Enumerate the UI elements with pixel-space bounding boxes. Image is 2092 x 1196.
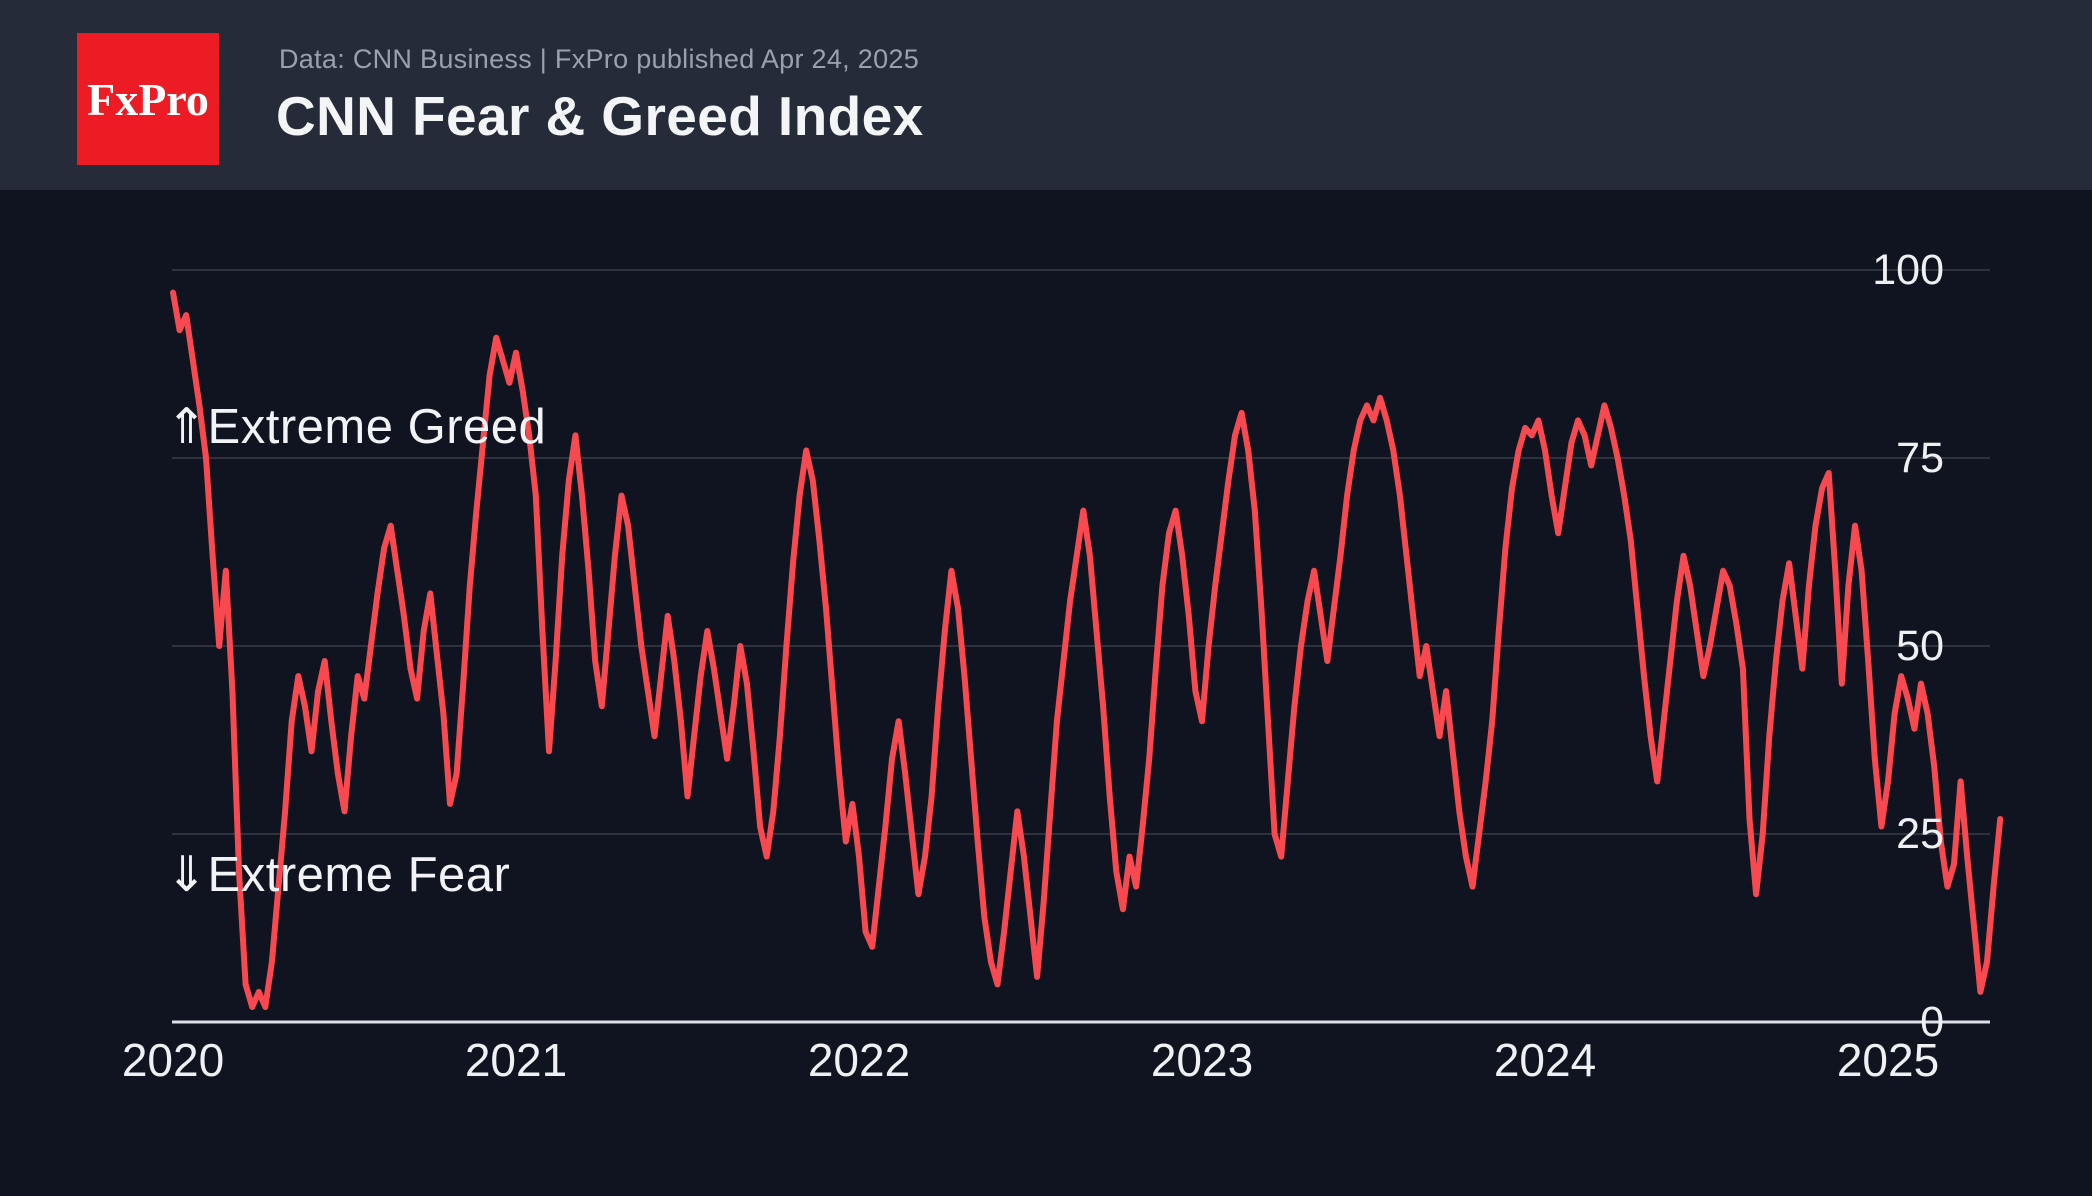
fxpro-logo: FxPro [77, 33, 219, 165]
y-tick-label: 50 [1896, 622, 1944, 670]
index-line [170, 289, 2004, 1010]
x-tick-label: 2024 [1493, 1034, 1597, 1086]
y-tick-label: 0 [1920, 998, 1944, 1046]
header-bar: FxPro Data: CNN Business | FxPro publish… [0, 0, 2092, 190]
x-tick-label: 2025 [1836, 1034, 1940, 1086]
x-tick-label: 2020 [121, 1034, 225, 1086]
y-tick-label: 25 [1896, 810, 1944, 858]
x-tick-label: 2021 [464, 1034, 568, 1086]
page-title: CNN Fear & Greed Index [276, 85, 924, 147]
extreme-fear-annotation: ⇓Extreme Fear [166, 848, 511, 902]
fxpro-logo-text: FxPro [87, 73, 209, 125]
source-line: Data: CNN Business | FxPro published Apr… [279, 44, 920, 74]
x-tick-label: 2022 [807, 1034, 911, 1086]
y-tick-label: 100 [1872, 246, 1944, 294]
x-tick-label: 2023 [1150, 1034, 1254, 1086]
y-tick-label: 75 [1896, 434, 1944, 482]
extreme-greed-annotation: ⇑Extreme Greed [166, 400, 547, 454]
